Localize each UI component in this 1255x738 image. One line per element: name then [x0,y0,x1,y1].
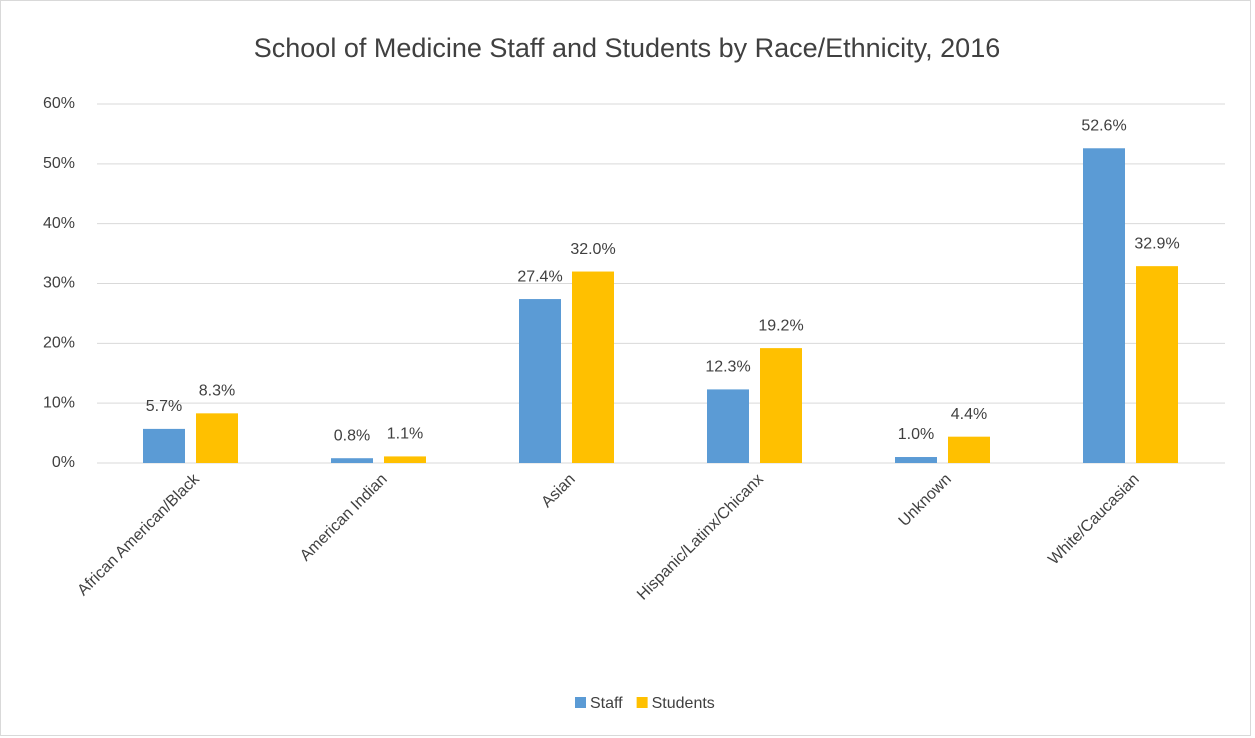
y-tick-label: 0% [52,454,75,471]
data-label: 1.0% [898,426,934,443]
bar [519,299,561,463]
y-tick-label: 40% [43,215,75,232]
data-label: 52.6% [1081,117,1126,134]
legend-swatch [575,697,586,708]
bar [196,413,238,463]
y-tick-label: 50% [43,155,75,172]
legend-swatch [636,697,648,708]
bar [760,348,802,463]
y-tick-label: 20% [43,335,75,352]
data-label: 32.0% [570,241,615,258]
bar [895,457,937,463]
data-label: 32.9% [1134,235,1179,252]
data-label: 1.1% [387,426,423,443]
data-label: 8.3% [199,383,235,400]
data-label: 4.4% [951,406,987,423]
bar [707,389,749,463]
y-tick-label: 10% [43,394,75,411]
data-label: 27.4% [517,268,562,285]
legend-label: Staff [590,695,623,712]
data-label: 5.7% [146,398,182,415]
data-label: 19.2% [758,317,803,334]
bar [572,271,614,463]
bar [1083,148,1125,463]
bar [331,458,373,463]
bar [1136,266,1178,463]
y-tick-label: 30% [43,275,75,292]
bar [143,428,185,463]
bar [948,436,990,463]
bar [384,456,426,463]
legend-label: Students [652,695,715,712]
chart-title: School of Medicine Staff and Students by… [254,33,1000,63]
data-label: 0.8% [334,427,370,444]
data-label: 12.3% [705,359,750,376]
y-tick-label: 60% [43,95,75,112]
